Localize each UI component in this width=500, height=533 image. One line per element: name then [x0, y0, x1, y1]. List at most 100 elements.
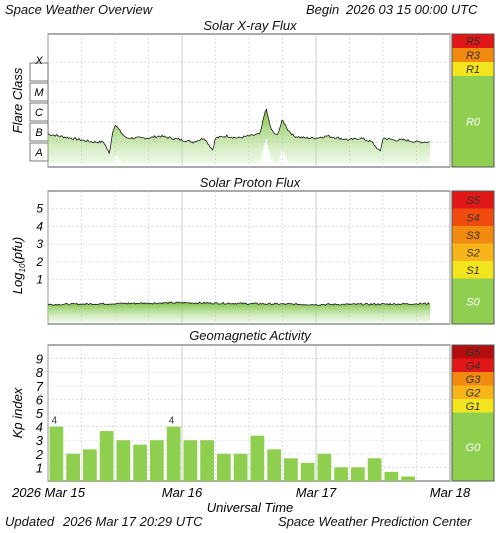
xray-scale-label-r0: R0 [466, 117, 481, 129]
kp-scale-label-g1: G1 [466, 401, 481, 413]
xray-scale-label-r1: R1 [466, 64, 480, 76]
proton-flux-fill [47, 302, 431, 322]
proton-scale-label-s4: S4 [466, 212, 479, 224]
xray-scale-r3 [452, 48, 494, 62]
kp-y-tick-label: 1 [36, 460, 43, 475]
proton-scale-s5 [452, 191, 494, 209]
kp-scale-label-g5: G5 [466, 347, 482, 359]
xray-scale-label-r3: R3 [466, 50, 481, 62]
kp-scale-label-g3: G3 [466, 374, 482, 386]
xray-class-label-a: A [34, 147, 42, 159]
kp-scale-g2 [452, 385, 494, 399]
kp-x-tick-label: Mar 16 [162, 485, 203, 500]
xray-class-label-m: M [34, 87, 44, 99]
kp-bar [250, 435, 265, 481]
xray-scale-r0 [452, 76, 494, 167]
kp-bar [233, 453, 248, 481]
kp-y-tick-label: 8 [36, 365, 44, 380]
kp-x-tick-label: Mar 18 [430, 485, 471, 500]
kp-y-tick-label: 2 [35, 447, 44, 462]
kp-bar [66, 453, 80, 481]
kp-bar [300, 462, 315, 481]
source-label: Space Weather Prediction Center [278, 514, 472, 529]
xray-class-box [29, 122, 49, 142]
kp-bar [217, 453, 231, 481]
proton-scale-label-s3: S3 [466, 230, 480, 242]
kp-y-tick-label: 4 [36, 420, 43, 435]
xray-chart-title: Solar X-ray Flux [203, 18, 297, 33]
kp-y-tick-label: 9 [36, 352, 43, 367]
kp-bar [384, 471, 399, 481]
page-title: Space Weather Overview [5, 2, 153, 17]
kp-scale-g5 [452, 345, 494, 359]
kp-bar [116, 440, 131, 481]
kp-bar [317, 453, 332, 481]
kp-scale-label-g4: G4 [466, 360, 481, 372]
kp-scale-g1 [452, 399, 494, 413]
xray-scale-label-r5: R5 [466, 36, 481, 48]
updated-timestamp: 2026 Mar 17 20:29 UTC [63, 514, 203, 529]
kp-scale-g0 [452, 412, 494, 481]
proton-scale-frame [451, 190, 495, 325]
xray-scale-frame [451, 33, 495, 168]
xray-flux-fill [47, 109, 431, 163]
proton-scale-s0 [452, 278, 494, 324]
kp-bar [183, 440, 198, 481]
kp-bar [133, 444, 147, 481]
proton-scale-label-s1: S1 [466, 265, 479, 277]
kp-scale-frame [451, 344, 495, 482]
proton-panel: 1 2 3 4 5 Log10(pfu) S5 S4 S3 S2 S1 S0 [10, 190, 495, 325]
updated-label: Updated [5, 514, 55, 529]
kp-x-tick-label: Mar 17 [296, 485, 337, 500]
proton-scale-label-s5: S5 [466, 195, 480, 207]
kp-y-tick-label: 6 [36, 392, 44, 407]
kp-bar [166, 426, 181, 481]
kp-bar-data-label: 4 [52, 416, 58, 427]
kp-scale-label-g0: G0 [466, 442, 482, 454]
kp-bar [351, 467, 365, 481]
xray-scale-r1 [452, 62, 494, 76]
xray-y-axis-label: Flare Class [10, 67, 25, 133]
proton-y-axis-label: Log10(pfu) [10, 237, 27, 294]
begin-label: Begin [306, 2, 340, 17]
kp-scale-g3 [452, 372, 494, 386]
xray-class-label-c: C [35, 107, 43, 119]
proton-y-tick-label: 5 [36, 202, 43, 216]
kp-bar [284, 458, 298, 481]
xray-class-label-b: B [35, 127, 42, 139]
kp-scale-g4 [452, 358, 494, 372]
kp-bar [150, 440, 164, 481]
proton-scale-label-s2: S2 [466, 247, 479, 259]
proton-scale-s1 [452, 261, 494, 279]
proton-scale-s2 [452, 243, 494, 261]
proton-scale-s3 [452, 226, 494, 244]
kp-bar [200, 440, 214, 481]
kp-bar-data-label: 4 [169, 416, 175, 427]
kp-y-tick-label: 7 [36, 379, 44, 394]
kp-bar [49, 426, 64, 481]
kp-bar [334, 467, 348, 481]
kp-x-axis-label: Universal Time [207, 500, 294, 515]
kp-x-tick-label: 2026 Mar 15 [11, 485, 86, 500]
proton-flux-line [47, 301, 430, 306]
proton-y-tick-label: 2 [35, 255, 43, 269]
xray-class-box [29, 102, 49, 122]
xray-scale-r5 [452, 34, 494, 48]
proton-y-tick-label: 3 [36, 237, 43, 251]
proton-y-tick-label: 1 [36, 273, 43, 287]
xray-class-label-x: X [34, 55, 43, 67]
proton-y-tick-label: 4 [36, 219, 43, 233]
kp-y-tick-label: 3 [36, 433, 44, 448]
xray-class-box [29, 82, 49, 102]
kp-scale-label-g2: G2 [466, 387, 481, 399]
geomagnetic-chart-title: Geomagnetic Activity [189, 328, 311, 343]
xray-class-box [29, 62, 49, 82]
kp-bar [99, 431, 114, 481]
begin-timestamp: 2026 03 15 00:00 UTC [346, 2, 478, 17]
kp-bar [367, 458, 382, 481]
kp-bar [401, 476, 415, 481]
proton-scale-label-s0: S0 [466, 296, 480, 308]
kp-bar [83, 449, 97, 481]
